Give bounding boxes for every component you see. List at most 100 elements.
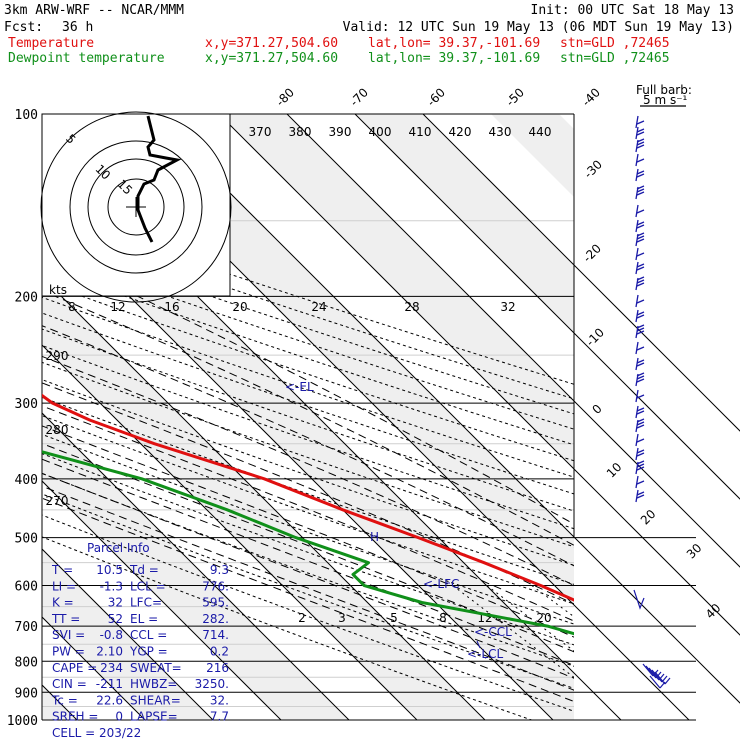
wind-barb-flag — [636, 224, 645, 229]
wind-barb-flag — [659, 681, 666, 689]
dewpoint-legend: Dewpoint temperature — [8, 51, 165, 66]
wind-barb-flag — [636, 494, 645, 499]
hodograph-ring — [40, 111, 232, 303]
wind-barb-flag — [636, 407, 645, 412]
wind-barb — [635, 115, 645, 129]
wind-barb-shaft — [654, 671, 666, 685]
dry-adiabat — [42, 514, 574, 712]
wind-barb-flag — [636, 480, 645, 485]
isotherm-line — [42, 412, 350, 720]
wind-barb-flag — [636, 279, 645, 284]
dry-adiabat — [42, 344, 574, 530]
wind-barb-flag — [636, 424, 645, 429]
lfc-marker: <-LFC — [423, 577, 459, 591]
wind-barb — [635, 489, 645, 503]
hodograph-speed-label: 24 — [311, 300, 326, 314]
wind-barb-shaft — [635, 153, 639, 167]
dry-adiabat — [42, 493, 574, 689]
isotherm-label: -30 — [581, 157, 605, 181]
wind-barb — [635, 294, 645, 308]
hodograph-speed-label: 32 — [500, 300, 515, 314]
wind-barb — [635, 309, 645, 323]
parcel-info-value: 0 — [115, 710, 123, 724]
wind-barb — [635, 475, 645, 489]
wind-barb-flag — [636, 131, 645, 136]
parcel-info-key: CAPE = — [52, 661, 97, 675]
wind-barb-flag — [636, 330, 645, 335]
wind-barb-shaft — [642, 663, 654, 677]
parcel-info-key: LAPSE= — [130, 710, 178, 724]
dry-adiabat — [42, 251, 574, 430]
theta-e-label: 430 — [489, 125, 512, 139]
parcel-info-key: SREH = — [52, 710, 98, 724]
wind-barb — [635, 232, 645, 247]
isotherm-line — [42, 344, 418, 720]
parcel-info-key: Td = — [129, 563, 159, 577]
wind-barb-flag — [636, 185, 645, 190]
parcel-info-key: T = — [51, 563, 73, 577]
hodograph-speed-label: 28 — [404, 300, 419, 314]
wind-barb-flag — [636, 359, 645, 364]
wind-barb — [635, 138, 645, 153]
wind-barb-flag — [636, 235, 645, 240]
wind-barb — [635, 204, 645, 218]
isotherm-line — [42, 276, 486, 720]
hodograph-speed-label: 12 — [110, 300, 125, 314]
wind-barb-shaft — [635, 247, 639, 261]
isotherm-label: 40 — [703, 601, 724, 622]
parcel-info-key: CIN = — [52, 677, 87, 691]
wind-barb — [635, 185, 645, 200]
mixing-ratio-line — [666, 586, 740, 720]
wind-barb-flag — [636, 188, 645, 193]
parcel-info-value: 22.6 — [96, 693, 123, 707]
wind-barb-flag — [636, 238, 645, 243]
wind-barb-shaft — [635, 126, 639, 140]
barb-legend-title: Full barb: — [636, 83, 692, 97]
dry-adiabat-label: 290 — [46, 349, 69, 363]
wind-barb-flag — [636, 418, 645, 423]
parcel-info-value: 776. — [202, 579, 229, 593]
parcel-info-row: Tc = 22.6 SHEAR= 32. — [51, 693, 229, 707]
isotherm-label: 10 — [604, 460, 625, 481]
wind-barb — [635, 126, 645, 140]
moist-adiabat — [42, 290, 574, 546]
wind-barb-shaft — [635, 168, 639, 182]
header: 3km ARW-WRF -- NCAR/MMM Init: 00 UTC Sat… — [4, 3, 734, 66]
wind-barb-flag — [636, 158, 645, 163]
parcel-info-panel: Parcel Info T = 10.5 Td = 9.3 LI = -1.3 LCL = 7… — [51, 541, 229, 740]
wind-barb — [635, 405, 645, 419]
theta-e-label: 440 — [529, 125, 552, 139]
wind-barb-flag — [636, 410, 645, 415]
isotherm-label: -60 — [424, 85, 448, 109]
parcel-info-value: -211 — [96, 677, 123, 691]
wind-barb-flag — [636, 314, 645, 319]
moist-adiabat — [42, 405, 574, 622]
parcel-info-value: 282. — [202, 612, 229, 626]
wind-barbs — [633, 115, 671, 689]
model-title: 3km ARW-WRF -- NCAR/MMM — [4, 3, 184, 18]
wind-barb-flag — [636, 120, 645, 125]
temperature-xy: x,y=371.27,504.60 — [205, 36, 338, 51]
dry-adiabat — [42, 415, 574, 605]
wind-barb-flag — [636, 452, 645, 457]
wind-barb-flag — [636, 438, 645, 443]
temperature-station: stn=GLD ,72465 — [560, 36, 670, 51]
forecast-label: Fcst: — [4, 20, 43, 35]
wind-barb-flag — [636, 209, 645, 214]
wind-barb — [635, 389, 645, 403]
temperature-legend: Temperature — [8, 36, 94, 51]
parcel-info-value: -1.3 — [100, 579, 123, 593]
isotherm-label: -50 — [503, 85, 527, 109]
pressure-tick-label: 1000 — [7, 714, 38, 729]
temperature-profile — [42, 393, 574, 602]
wind-barb-flag — [636, 466, 645, 471]
parcel-info-row: CIN = -211 HWBZ= 3250. — [52, 677, 229, 691]
parcel-info-value: 32 — [108, 596, 123, 610]
parcel-tick — [476, 640, 481, 649]
wind-barb-shaft — [648, 667, 660, 681]
dry-adiabat — [42, 453, 574, 646]
valid-time: Valid: 12 UTC Sun 19 May 13 (06 MDT Sun … — [343, 20, 734, 35]
mixing-ratio-label: 20 — [536, 611, 551, 625]
wind-barb-shaft — [635, 294, 639, 308]
init-time: Init: 00 UTC Sat 18 May 13 — [531, 3, 735, 18]
